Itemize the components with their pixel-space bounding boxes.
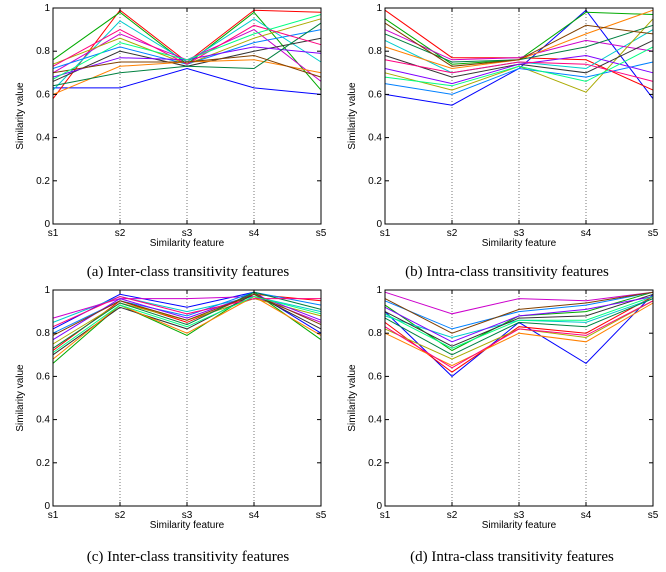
series-line-8 xyxy=(384,61,654,95)
series-line-13 xyxy=(52,54,322,78)
chart-panel-b: 0 0.2 0.4 0.6 0.8 1 s1 s2 s3 s4 s5 Similarity featu… xyxy=(347,3,659,280)
series-line-14 xyxy=(384,296,654,349)
y-tick-label: 0.8 xyxy=(36,46,50,57)
series-line-11 xyxy=(384,298,654,356)
series-line-13 xyxy=(384,22,654,67)
series-line-14 xyxy=(384,46,654,87)
x-tick-label: s3 xyxy=(182,228,193,239)
series-line-5 xyxy=(384,291,654,315)
y-tick-label: 0 xyxy=(376,501,382,512)
x-tick-label: s5 xyxy=(316,228,327,239)
x-tick-label: s1 xyxy=(380,510,391,521)
panel-caption: (b) Intra-class transitivity features xyxy=(405,264,609,280)
y-tick-label: 0 xyxy=(44,219,50,230)
x-tick-label: s1 xyxy=(380,228,391,239)
series-line-8 xyxy=(52,291,322,334)
x-axis-label: Similarity feature xyxy=(482,238,557,249)
series-line-11 xyxy=(52,291,322,349)
panel-caption: (c) Inter-class transitivity features xyxy=(87,549,290,565)
y-axis-label: Similarity value xyxy=(15,82,26,150)
y-tick-label: 0 xyxy=(376,219,382,230)
panel-caption: (d) Intra-class transitivity features xyxy=(410,549,614,565)
y-tick-label: 0 xyxy=(44,501,50,512)
y-tick-label: 0.2 xyxy=(36,458,50,469)
series-line-5 xyxy=(384,29,654,61)
chart-panel-c: 0 0.2 0.4 0.6 0.8 1 s1 s2 s3 s4 s5 Similarity featu… xyxy=(15,285,327,565)
y-tick-label: 0.8 xyxy=(368,328,382,339)
x-axis-label: Similarity feature xyxy=(150,238,225,249)
y-tick-label: 1 xyxy=(376,3,382,14)
x-axis-label: Similarity feature xyxy=(482,520,557,531)
x-tick-label: s3 xyxy=(182,510,193,521)
y-tick-label: 0.2 xyxy=(368,176,382,187)
series-line-5 xyxy=(52,295,322,323)
chart-panel-a: 0 0.2 0.4 0.6 0.8 1 s1 s2 s3 s4 s5 Similarity featu… xyxy=(15,3,327,280)
series-line-13 xyxy=(52,293,322,336)
y-tick-label: 1 xyxy=(376,285,382,296)
series-line-12 xyxy=(384,300,654,369)
y-tick-label: 0.8 xyxy=(368,46,382,57)
y-tick-label: 0.6 xyxy=(368,371,382,382)
series-line-11 xyxy=(52,22,322,87)
series-line-14 xyxy=(52,295,322,354)
y-tick-label: 0.4 xyxy=(368,415,382,426)
y-tick-label: 1 xyxy=(44,285,50,296)
panel-caption: (a) Inter-class transitivity features xyxy=(87,264,290,280)
series-line-7 xyxy=(384,293,654,347)
y-tick-label: 0.8 xyxy=(36,328,50,339)
x-tick-label: s2 xyxy=(447,510,458,521)
y-axis-label: Similarity value xyxy=(347,82,358,150)
x-tick-label: s1 xyxy=(48,228,59,239)
y-axis-label: Similarity value xyxy=(347,364,358,432)
series-line-1 xyxy=(53,67,322,95)
y-tick-label: 0.4 xyxy=(36,133,50,144)
series-line-9 xyxy=(52,295,322,360)
x-tick-label: s4 xyxy=(249,228,260,239)
series-line-8 xyxy=(384,291,654,330)
y-tick-label: 0.4 xyxy=(368,133,382,144)
x-tick-label: s5 xyxy=(648,228,659,239)
y-tick-label: 0.6 xyxy=(368,89,382,100)
series-line-14 xyxy=(52,14,322,80)
y-tick-label: 1 xyxy=(44,3,50,14)
x-tick-label: s2 xyxy=(115,510,126,521)
x-tick-label: s4 xyxy=(249,510,260,521)
series-line-3 xyxy=(52,291,322,364)
y-tick-label: 0.6 xyxy=(36,371,50,382)
x-tick-label: s2 xyxy=(447,228,458,239)
y-tick-label: 0.2 xyxy=(36,176,50,187)
x-tick-label: s3 xyxy=(514,228,525,239)
y-tick-label: 0.2 xyxy=(368,458,382,469)
y-tick-label: 0.6 xyxy=(36,89,50,100)
series-line-12 xyxy=(52,24,322,67)
y-tick-label: 0.4 xyxy=(36,415,50,426)
x-tick-label: s5 xyxy=(648,510,659,521)
x-axis-label: Similarity feature xyxy=(150,520,225,531)
series-line-10 xyxy=(384,296,654,343)
x-tick-label: s5 xyxy=(316,510,327,521)
series-line-9 xyxy=(384,302,654,367)
y-axis-label: Similarity value xyxy=(15,364,26,432)
x-tick-label: s2 xyxy=(115,228,126,239)
x-tick-label: s3 xyxy=(514,510,525,521)
x-tick-label: s4 xyxy=(581,510,592,521)
series-line-13 xyxy=(384,291,654,334)
x-tick-label: s1 xyxy=(48,510,59,521)
series-line-12 xyxy=(52,295,321,328)
series-line-2 xyxy=(384,296,654,373)
chart-panel-d: 0 0.2 0.4 0.6 0.8 1 s1 s2 s3 s4 s5 Similarity featu… xyxy=(347,285,659,565)
x-tick-label: s4 xyxy=(581,228,592,239)
series-line-10 xyxy=(384,54,654,85)
